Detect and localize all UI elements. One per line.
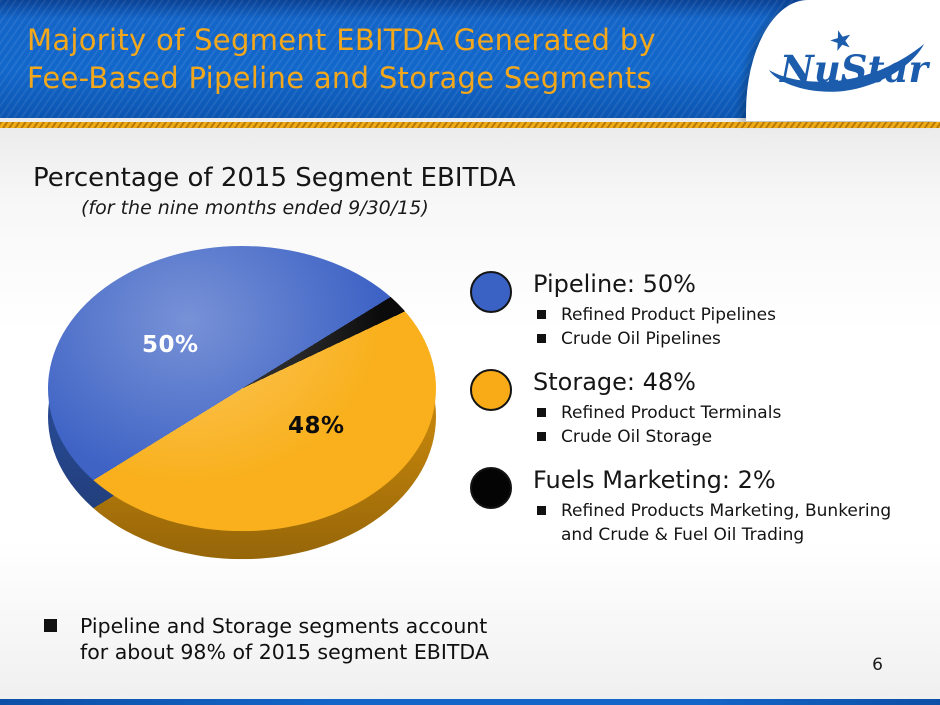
legend-swatch-storage-icon <box>470 369 512 411</box>
legend-item-storage: Storage: 48% Refined Product Terminals C… <box>470 368 936 449</box>
legend-bullet: Refined Product Pipelines <box>533 303 776 327</box>
logo-swoosh-icon <box>769 44 924 92</box>
footnote: Pipeline and Storage segments account fo… <box>44 613 489 665</box>
legend: Pipeline: 50% Refined Product Pipelines … <box>470 270 936 564</box>
footnote-line2: for about 98% of 2015 segment EBITDA <box>80 640 489 664</box>
page-number: 6 <box>872 655 883 675</box>
chart-title: Percentage of 2015 Segment EBITDA <box>33 163 516 193</box>
legend-item-fuels-marketing: Fuels Marketing: 2% Refined Products Mar… <box>470 466 936 547</box>
legend-bullet: Refined Product Terminals <box>533 401 781 425</box>
slide-title-line1: Majority of Segment EBITDA Generated by <box>27 23 656 57</box>
legend-swatch-pipeline-icon <box>470 271 512 313</box>
chart-subtitle: (for the nine months ended 9/30/15) <box>81 197 429 219</box>
legend-title-fuels-marketing: Fuels Marketing: 2% <box>533 466 776 494</box>
pie-label-pipeline: 50% <box>142 332 199 358</box>
bottom-bar <box>0 699 940 705</box>
bullet-square-icon <box>537 432 546 441</box>
logo-wordmark: NuStar <box>779 47 931 91</box>
legend-bullet: Refined Products Marketing, Bunkering an… <box>533 499 913 547</box>
legend-title-storage: Storage: 48% <box>533 368 696 396</box>
logo-panel: ★ NuStar <box>746 0 940 121</box>
slide-title: Majority of Segment EBITDA Generated by … <box>27 21 656 97</box>
pie-label-storage: 48% <box>288 413 345 439</box>
pie-chart: 50% 48% <box>48 246 436 568</box>
bullet-square-icon <box>537 408 546 417</box>
chart-title-block: Percentage of 2015 Segment EBITDA (for t… <box>33 163 516 219</box>
slide-title-line2: Fee-Based Pipeline and Storage Segments <box>27 61 652 95</box>
gold-divider <box>0 122 940 128</box>
legend-title-pipeline: Pipeline: 50% <box>533 270 696 298</box>
pie-top-face <box>48 246 436 532</box>
bullet-square-icon <box>537 310 546 319</box>
footnote-line1: Pipeline and Storage segments account <box>80 614 488 638</box>
bullet-square-icon <box>537 506 546 515</box>
bullet-square-icon <box>537 334 546 343</box>
legend-bullet: Crude Oil Storage <box>533 425 781 449</box>
legend-swatch-fuels-marketing-icon <box>470 467 512 509</box>
nustar-logo: ★ NuStar <box>769 23 931 92</box>
legend-bullet: Crude Oil Pipelines <box>533 327 776 351</box>
legend-item-pipeline: Pipeline: 50% Refined Product Pipelines … <box>470 270 936 351</box>
bullet-square-icon <box>44 619 57 632</box>
